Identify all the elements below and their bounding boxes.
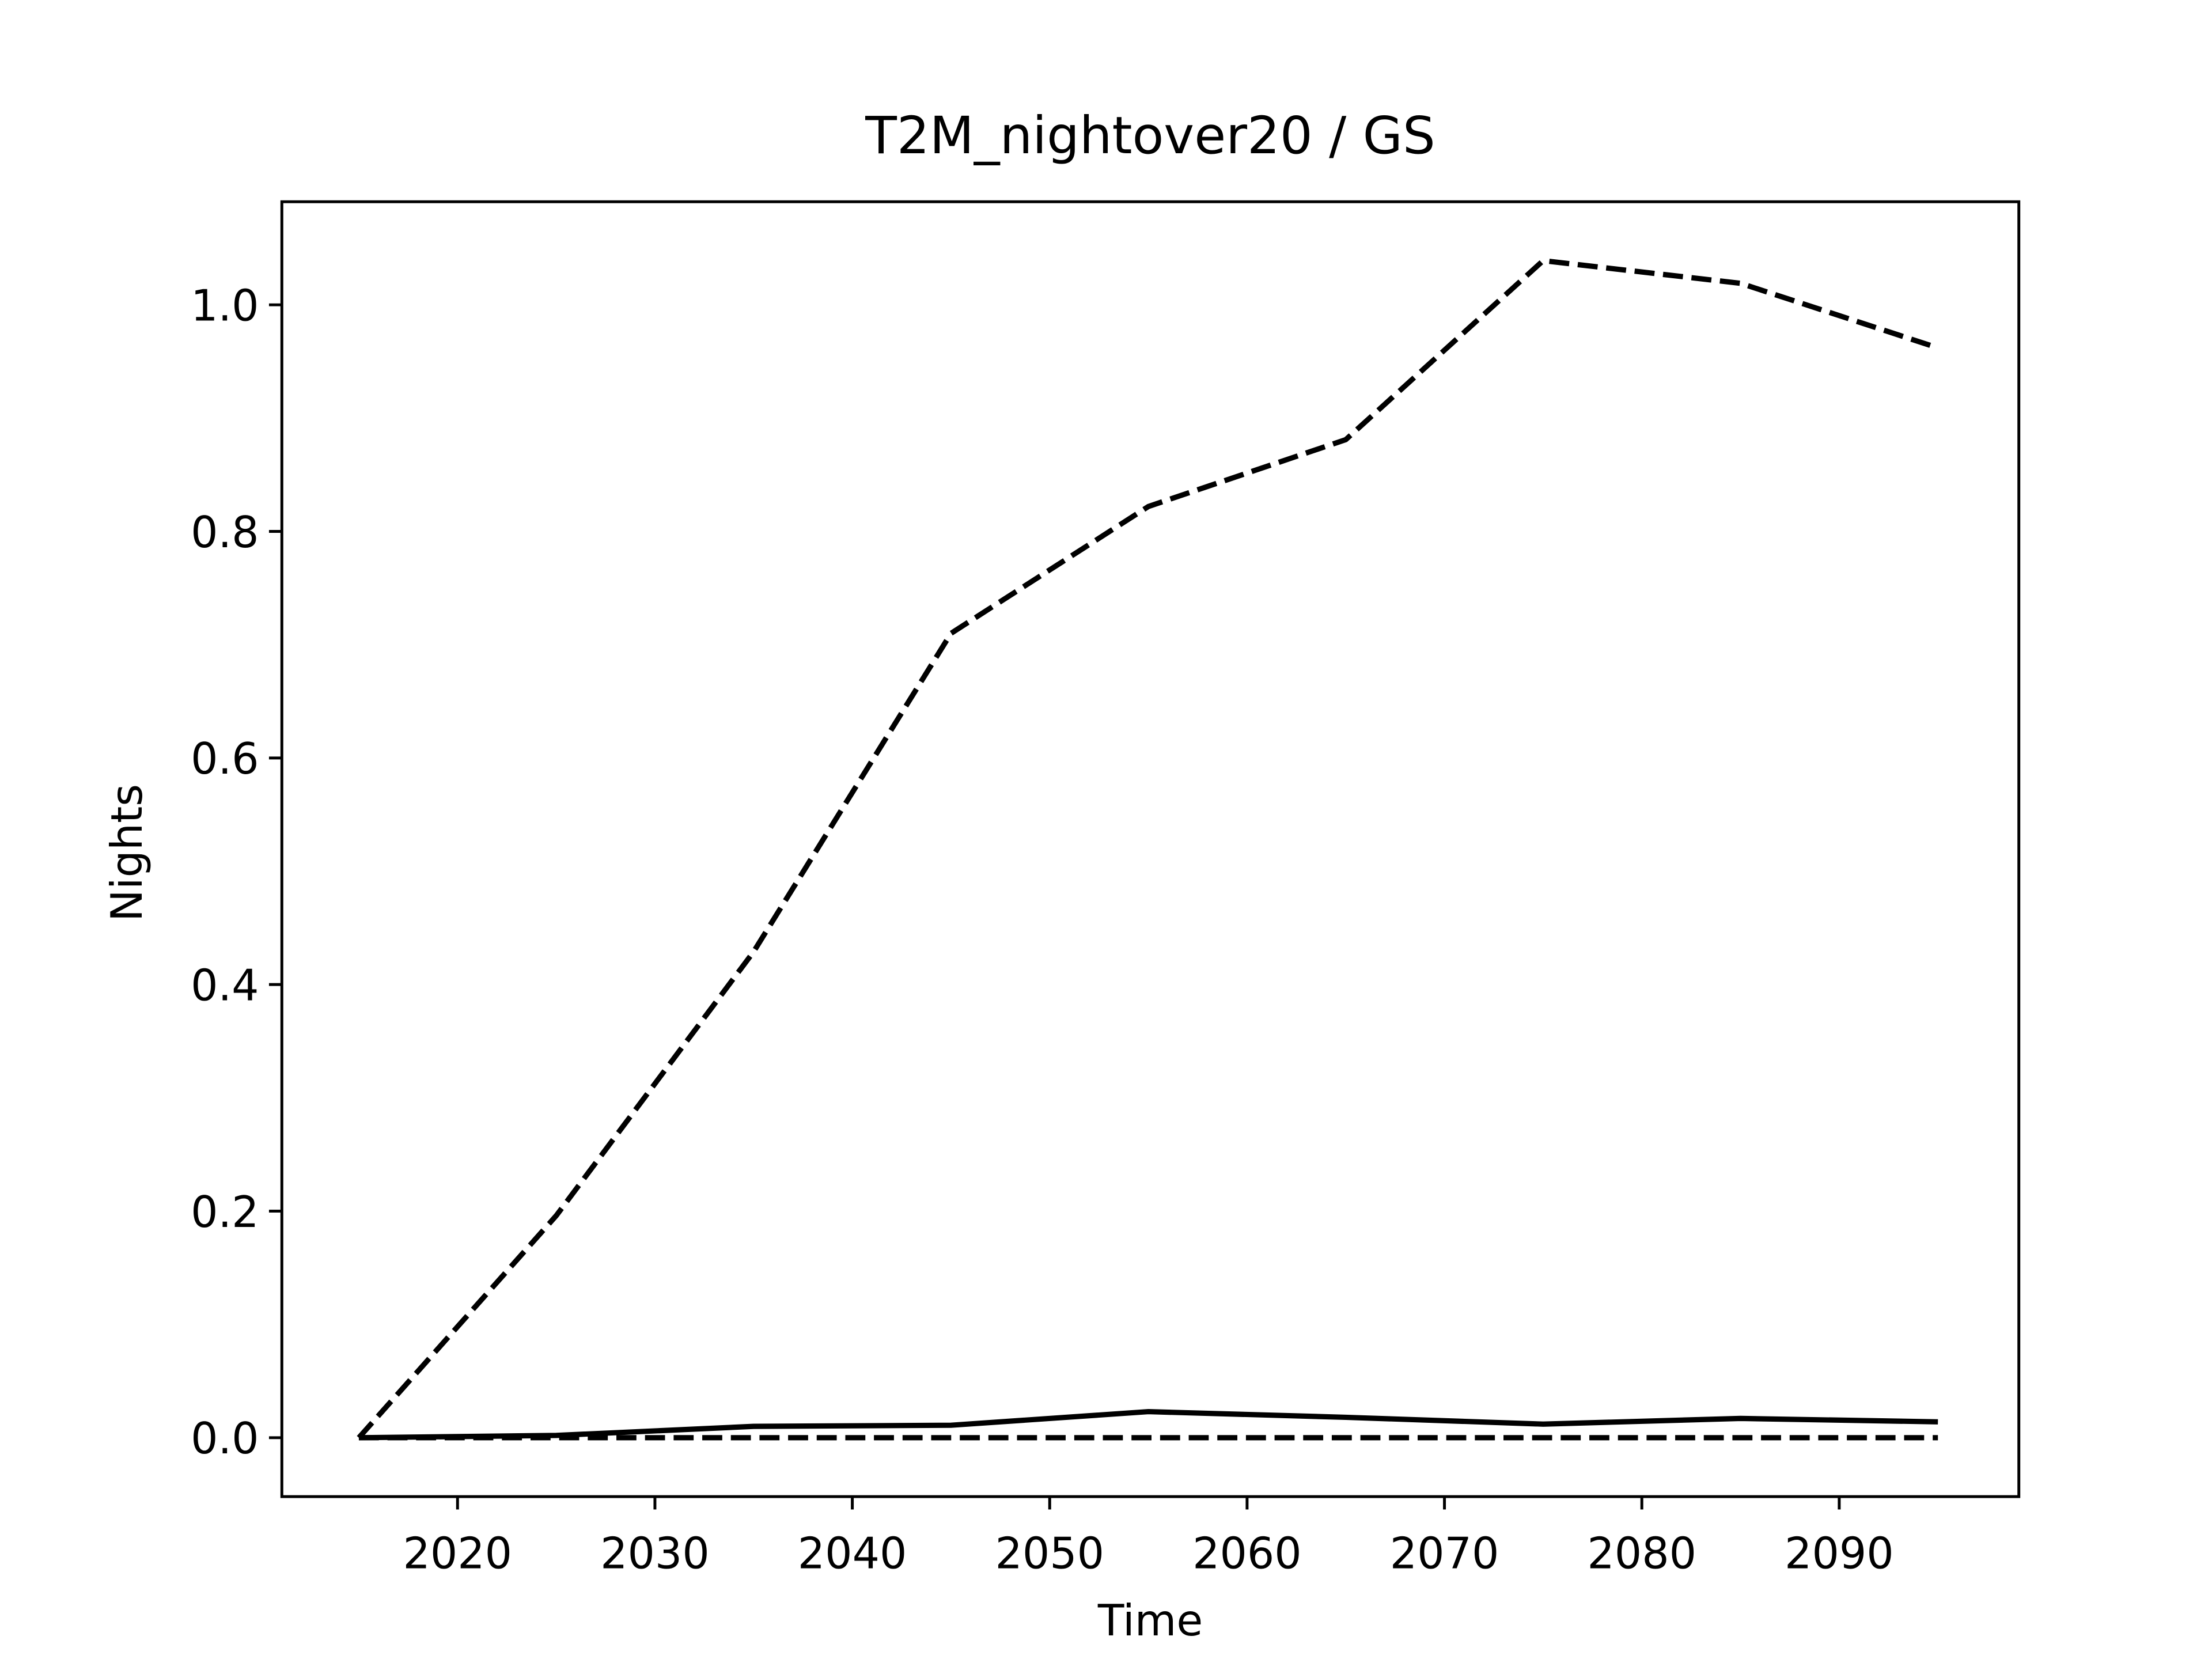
x-tick-label: 2070 [1390, 1528, 1499, 1578]
y-axis-label: Nights [102, 784, 152, 922]
x-tick-label: 2090 [1785, 1528, 1894, 1578]
y-tick-label: 0.4 [191, 960, 259, 1010]
y-tick-label: 0.8 [191, 507, 259, 558]
x-tick-label: 2020 [403, 1528, 512, 1578]
data-line [358, 1408, 1938, 1441]
y-tick-label: 0.6 [191, 734, 259, 784]
x-tick-label: 2050 [995, 1528, 1104, 1578]
data-line [357, 257, 1939, 1440]
y-tick-label: 0.2 [191, 1187, 259, 1237]
x-tick-label: 2080 [1587, 1528, 1696, 1578]
x-axis-label: Time [1097, 1596, 1203, 1646]
x-tick-label: 2040 [798, 1528, 907, 1578]
y-tick-label: 0.0 [191, 1414, 259, 1464]
plot-frame [280, 200, 2021, 1498]
x-tick-label: 2060 [1192, 1528, 1302, 1578]
chart-title: T2M_nightover20 / GS [865, 106, 1435, 166]
x-tick-label: 2030 [600, 1528, 710, 1578]
y-tick-label: 1.0 [191, 281, 259, 331]
